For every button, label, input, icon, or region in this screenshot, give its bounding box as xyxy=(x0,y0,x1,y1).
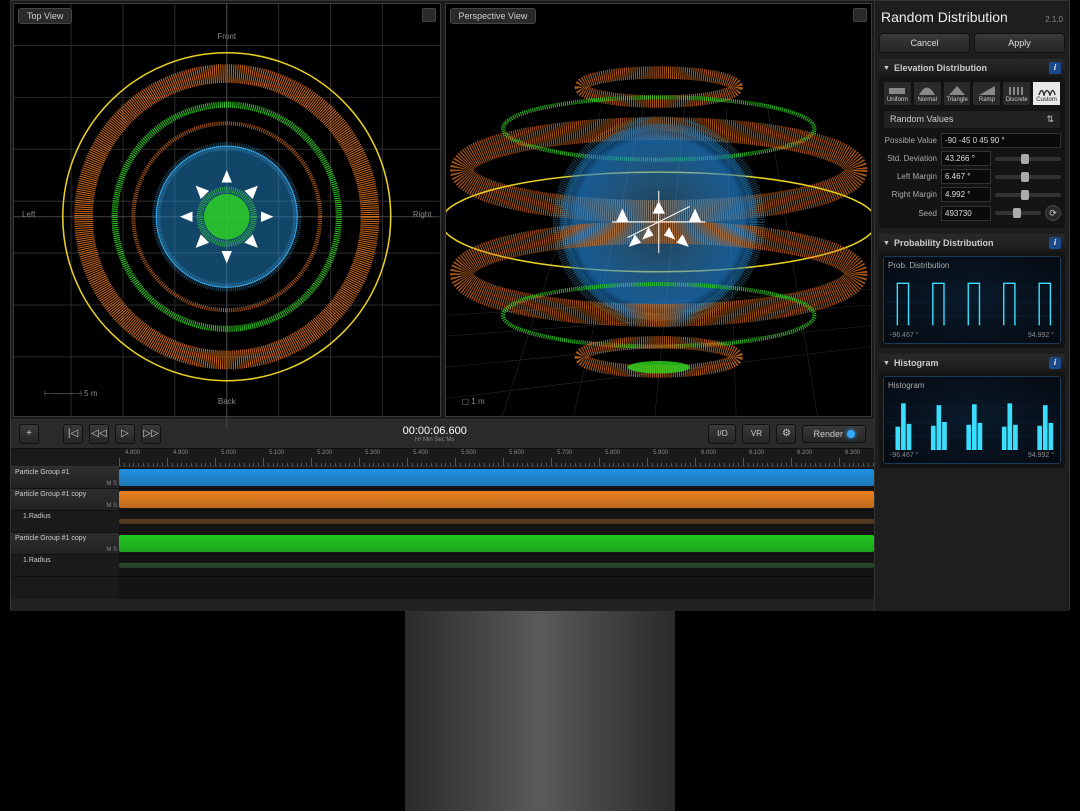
dist-type-ramp[interactable]: Ramp xyxy=(972,81,1001,106)
section-probability[interactable]: ▼Probability Distribution i xyxy=(879,234,1065,252)
dist-type-normal[interactable]: Normal xyxy=(913,81,942,106)
info-icon[interactable]: i xyxy=(1049,357,1061,369)
viewport-top[interactable]: Top View xyxy=(13,3,441,417)
section-histogram[interactable]: ▼Histogram i xyxy=(879,354,1065,372)
info-icon[interactable]: i xyxy=(1049,237,1061,249)
refresh-seed-button[interactable]: ⟳ xyxy=(1045,205,1061,221)
section-elevation[interactable]: ▼Elevation Distribution i xyxy=(879,59,1065,77)
panel-title: Random Distribution xyxy=(881,9,1008,25)
possible-value-field[interactable]: -90 -45 0 45 90 ° xyxy=(941,133,1061,148)
track-label[interactable]: Particle Group #1 copyM S xyxy=(11,533,119,555)
dist-type-custom[interactable]: Custom xyxy=(1032,81,1061,106)
std-slider[interactable] xyxy=(995,157,1061,161)
side-panel: Random Distribution 2.1.0 Cancel Apply ▼… xyxy=(874,1,1069,611)
persp-scale: ▢ 1 m xyxy=(462,397,485,406)
cancel-button[interactable]: Cancel xyxy=(879,33,970,53)
dist-type-triangle[interactable]: Triangle xyxy=(943,81,972,106)
track-row[interactable] xyxy=(119,555,874,577)
expand-icon[interactable] xyxy=(422,8,436,22)
panel-version: 2.1.0 xyxy=(1045,15,1063,24)
apply-button[interactable]: Apply xyxy=(974,33,1065,53)
viewport-label-persp[interactable]: Perspective View xyxy=(450,8,537,24)
track-label[interactable]: Particle Group #1 copyM S xyxy=(11,489,119,511)
track-label[interactable]: 1.Radius xyxy=(11,511,119,533)
dir-left: Left xyxy=(22,210,35,219)
info-icon[interactable]: i xyxy=(1049,62,1061,74)
dist-type-uniform[interactable]: Uniform xyxy=(883,81,912,106)
seed-field[interactable]: 493730 xyxy=(941,206,991,221)
track-row[interactable] xyxy=(119,533,874,555)
right-margin-field[interactable]: 4.992 ° xyxy=(941,187,991,202)
seed-slider[interactable] xyxy=(995,211,1041,215)
track-label[interactable]: Particle Group #1M S xyxy=(11,467,119,489)
viewport-perspective[interactable]: Perspective View xyxy=(445,3,873,417)
random-values-dropdown[interactable]: Random Values⇅ xyxy=(883,110,1061,129)
track-label[interactable]: 1.Radius xyxy=(11,555,119,577)
dir-front: Front xyxy=(217,32,236,41)
left-slider[interactable] xyxy=(995,175,1061,179)
track-labels: Particle Group #1M SParticle Group #1 co… xyxy=(11,449,119,599)
dir-back: Back xyxy=(218,397,236,406)
track-row[interactable] xyxy=(119,467,874,489)
dist-type-discrete[interactable]: Discrete xyxy=(1002,81,1031,106)
scale-bar: ⊢———⊣ 5 m xyxy=(44,389,98,398)
expand-icon[interactable] xyxy=(853,8,867,22)
dir-right: Right xyxy=(413,210,432,219)
track-row[interactable] xyxy=(119,511,874,533)
viewport-label-top[interactable]: Top View xyxy=(18,8,72,24)
left-margin-field[interactable]: 6.467 ° xyxy=(941,169,991,184)
tracks-area[interactable]: 4.8004.9005.0005.1005.2005.3005.4005.500… xyxy=(119,449,874,599)
std-deviation-field[interactable]: 43.266 ° xyxy=(941,151,991,166)
probability-chart: Prob. Distribution -96.467 °94.992 ° xyxy=(883,256,1061,344)
track-row[interactable] xyxy=(119,489,874,511)
right-slider[interactable] xyxy=(995,193,1061,197)
histogram-chart: Histogram -96.467 °94.992 ° xyxy=(883,376,1061,464)
timeline-panel: + |◁ ◁◁ ▷ ▷▷ 00:00:06.600 Hr Min Sec Ms … xyxy=(11,419,874,611)
